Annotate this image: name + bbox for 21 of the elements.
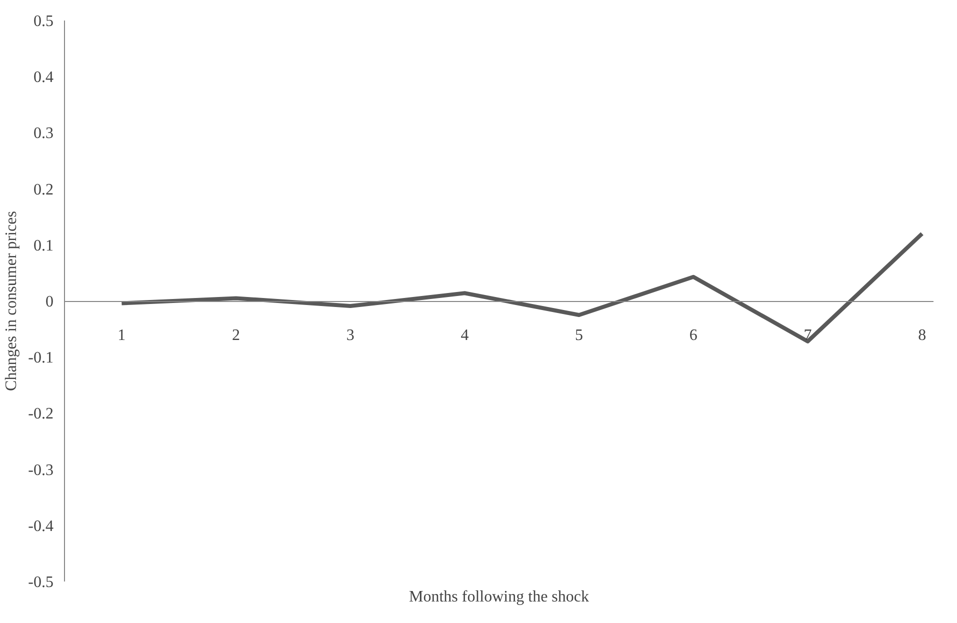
y-tick-label: 0.4 bbox=[34, 69, 54, 86]
x-tick-label: 8 bbox=[918, 327, 926, 344]
x-tick-label: 5 bbox=[575, 327, 584, 344]
x-tick-label: 1 bbox=[118, 327, 126, 344]
x-tick-label: 2 bbox=[232, 327, 240, 344]
y-tick-label: 0.5 bbox=[34, 13, 54, 30]
y-axis-title: Changes in consumer prices bbox=[3, 211, 20, 391]
y-tick-label: -0.3 bbox=[28, 462, 54, 479]
y-tick-label: 0.1 bbox=[34, 237, 54, 254]
y-tick-label: 0.3 bbox=[34, 125, 54, 142]
x-tick-label: 3 bbox=[346, 327, 354, 344]
line-series bbox=[120, 232, 924, 344]
y-tick-label: -0.1 bbox=[28, 350, 54, 367]
x-axis-title: Months following the shock bbox=[409, 588, 590, 606]
y-tick-label: 0.2 bbox=[34, 181, 54, 198]
x-tick-label: 6 bbox=[689, 327, 698, 344]
y-tick-label: 0 bbox=[46, 294, 54, 310]
y-tick-label: -0.5 bbox=[28, 574, 54, 591]
y-tick-label: -0.4 bbox=[28, 518, 54, 535]
x-tick-label: 4 bbox=[460, 327, 469, 344]
y-tick-label: -0.2 bbox=[28, 406, 54, 423]
